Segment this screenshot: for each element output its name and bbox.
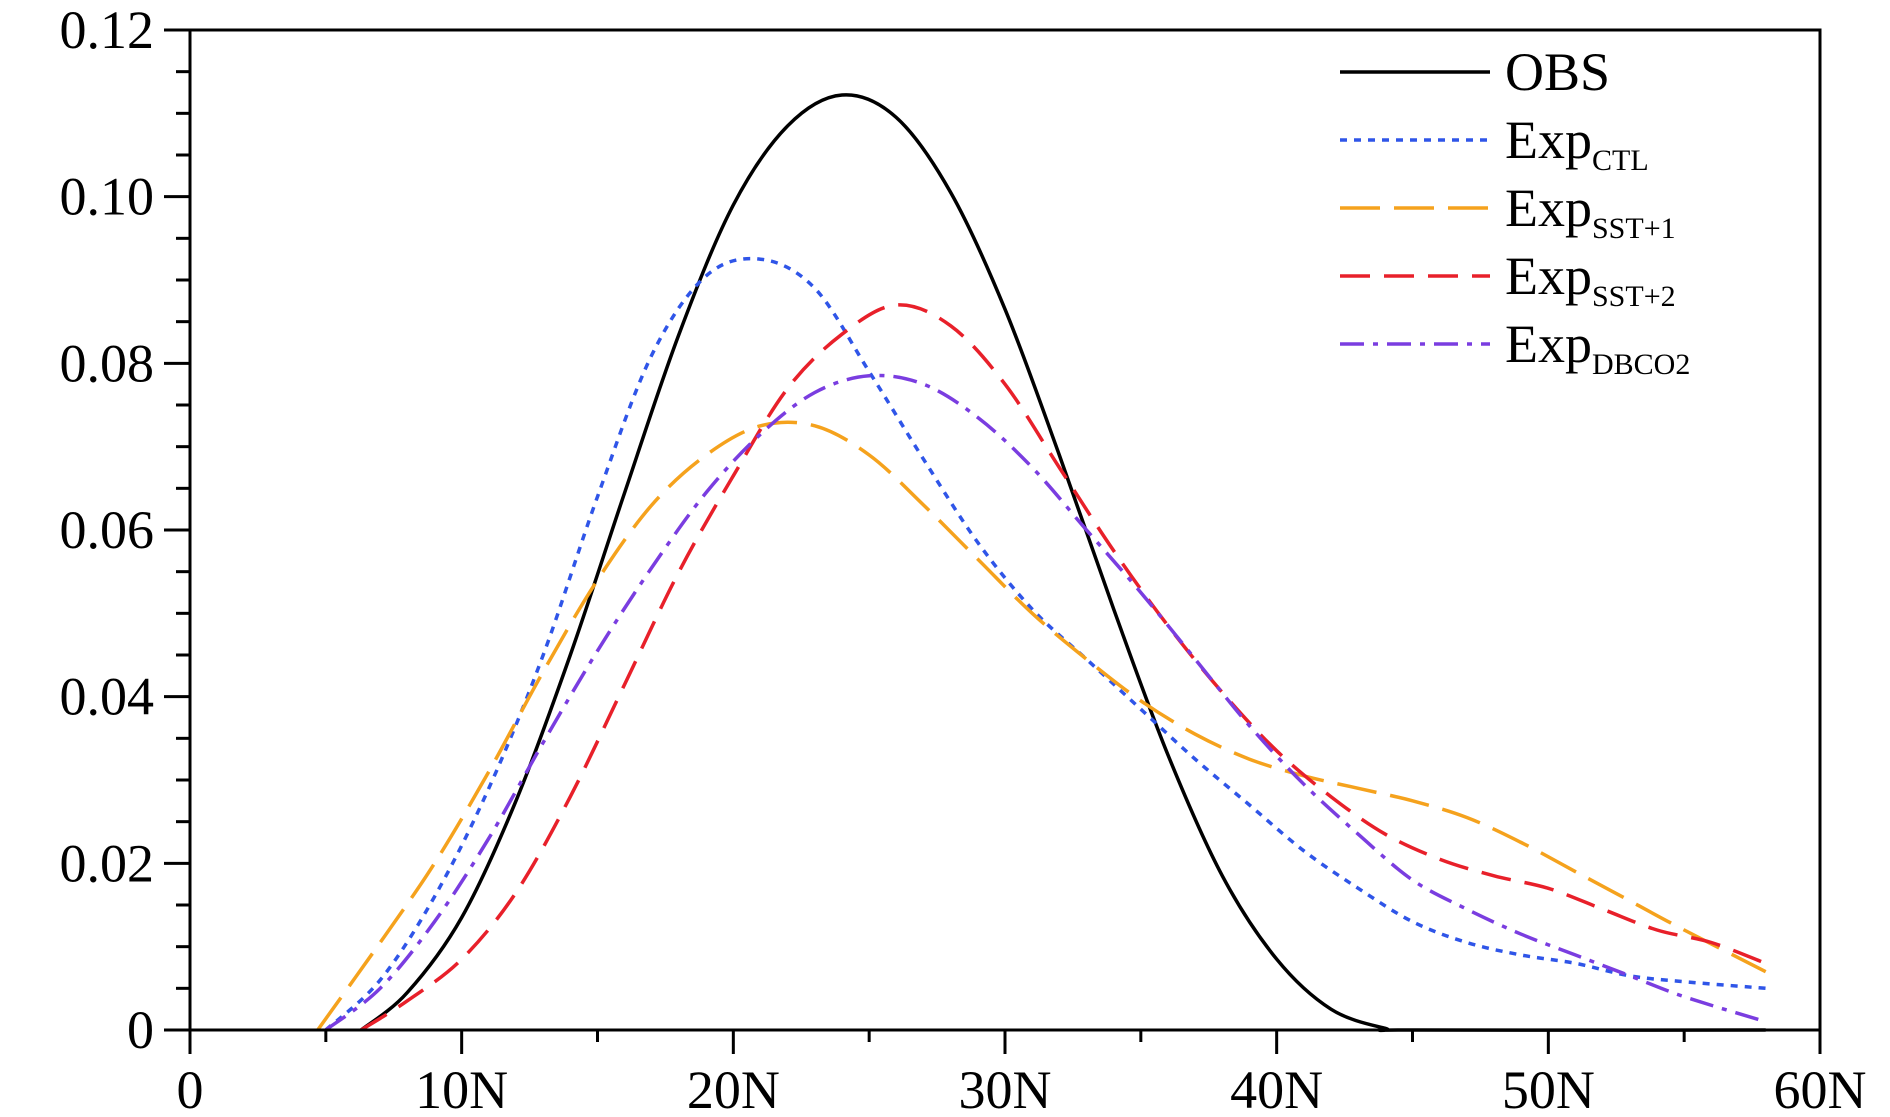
series-line-expsst-1 [316,420,1767,1032]
series-line-expdbco2 [324,373,1767,1032]
x-tick-label: 0 [177,1060,204,1117]
axis-tick-labels: 0 0.02 0.04 0.06 0.08 0.10 0.12 0 10N 20N 30N 40N 50… [60,0,1867,1117]
series-line-expctl [324,256,1766,1032]
x-tick-label: 10N [415,1060,508,1117]
legend-label: ExpSST+2 [1505,246,1676,313]
series-line-expsst-2 [360,303,1767,1032]
y-tick-label: 0 [127,1000,154,1060]
y-tick-label: 0.06 [60,500,155,560]
axis-ticks [164,28,1822,1054]
x-tick-label: 50N [1502,1060,1595,1117]
y-tick-label: 0.10 [60,167,155,227]
legend-label: OBS [1505,42,1610,102]
legend-label: ExpCTL [1505,110,1649,177]
legend-label: ExpDBCO2 [1505,314,1690,381]
x-tick-label: 40N [1230,1060,1323,1117]
series-layer [316,93,1767,1033]
legend-label: ExpSST+1 [1505,178,1676,245]
x-tick-label: 30N [959,1060,1052,1117]
x-tick-label: 20N [687,1060,780,1117]
x-tick-label: 60N [1774,1060,1867,1117]
y-tick-label: 0.12 [60,0,155,60]
y-tick-label: 0.04 [60,667,155,727]
y-tick-label: 0.02 [60,833,155,893]
y-tick-label: 0.08 [60,333,155,393]
series-line-obs [360,93,1766,1033]
